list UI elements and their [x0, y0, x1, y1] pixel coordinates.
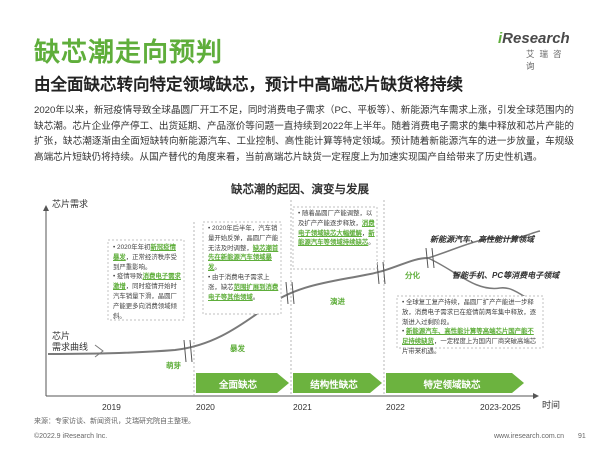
arrow-label-comprehensive: 全面缺芯	[218, 380, 257, 391]
logo-wordmark: iResearch	[498, 30, 570, 47]
note-2020-late: • 2020年后半年，汽车销量开始反弹，晶圆厂产能无法及时调整，缺芯潮首先在新能…	[208, 224, 280, 302]
note-box-2021	[292, 206, 378, 270]
arrow-label-specific: 特定领域缺芯	[423, 380, 481, 391]
note-box-2020-early	[107, 239, 185, 321]
intro-paragraph: 2020年以来，新冠疫情导致全球晶圆厂开工不足，同时消费电子需求（PC、平板等）…	[34, 105, 574, 163]
website-link[interactable]: www.iresearch.com.cn	[494, 433, 565, 440]
page-title: 缺芯潮走向预判	[34, 37, 224, 67]
note-2020-early-line1: • 2020年年初新冠疫情暴发，正常经济秩序受到严重影响。	[113, 244, 177, 271]
note-box-2020-late	[202, 221, 282, 315]
branch-label-consumer: 智能手机、PC等消费电子领域	[452, 271, 560, 280]
logo-subtitle: 艾瑞咨询	[526, 49, 567, 71]
stage-outbreak: 暴发	[230, 344, 245, 353]
stage-divergence: 分化	[405, 271, 420, 280]
stage-evolution: 演进	[330, 297, 345, 306]
note-2021: • 随着晶圆厂产能调整，以及扩产产能逐步释放，消费电子领域缺芯大幅缓解，新能源汽…	[298, 209, 375, 248]
copyright: ©2022.9 iResearch Inc.	[34, 433, 108, 440]
note-2022: • 全球复工复产持续，晶圆厂扩产产能进一步释放，消费电子需求已在疫情前两年集中释…	[402, 298, 540, 357]
arrow-label-structural: 结构性缺芯	[310, 380, 358, 391]
page-number: 91	[578, 433, 586, 440]
note-2020-late-line1: • 2020年后半年，汽车销量开始反弹，晶圆厂产能无法及时调整，缺芯潮首先在新能…	[208, 225, 279, 272]
iresearch-logo: iResearch 艾瑞咨询	[498, 30, 578, 71]
note-2020-early: • 2020年年初新冠疫情暴发，正常经济秩序受到严重影响。 • 疫情导致消费电子…	[113, 243, 181, 321]
diagram-title: 缺芯潮的起因、演变与发展	[231, 184, 369, 196]
curve-label: 芯片 需求曲线	[52, 331, 89, 352]
note-2021-line1: • 随着晶圆厂产能调整，以及扩产产能逐步释放，消费电子领域缺芯大幅缓解，新能源汽…	[298, 210, 375, 247]
note-2022-line1: • 全球复工复产持续，晶圆厂扩产产能进一步释放，消费电子需求已在疫情前两年集中释…	[402, 299, 537, 326]
y-axis-label: 芯片需求	[52, 199, 89, 209]
arrow-comprehensive	[196, 373, 289, 393]
year-2020: 2020	[196, 402, 215, 412]
source-note: 来源：专家访谈、新闻资讯，艾瑞研究院自主整理。	[34, 418, 195, 425]
year-2019: 2019	[102, 402, 121, 412]
note-2020-late-line2: • 由于消费电子需求上涨，缺芯范围扩展到消费电子等其他领域。	[208, 273, 279, 301]
year-2022: 2022	[386, 402, 405, 412]
arrow-structural	[293, 373, 382, 393]
arrow-specific	[386, 373, 524, 393]
year-2023-2025: 2023-2025	[480, 402, 521, 412]
year-2021: 2021	[293, 402, 312, 412]
branch-curve-upper	[427, 230, 541, 259]
stage-budding: 萌芽	[166, 361, 181, 370]
page-subtitle: 由全面缺芯转向特定领域缺芯，预计中高端芯片缺货将持续	[34, 76, 463, 94]
note-2022-line2: • 新能源汽车、高性能计算等高端芯片国产能不足持续缺货，一定程度上为国内厂商突破…	[402, 328, 537, 355]
x-axis-label: 时间	[542, 400, 561, 410]
note-box-2022	[396, 295, 544, 349]
note-2020-early-line2: • 疫情导致消费电子需求激增，同时疫情开始时汽车销量下滑，晶圆厂产能更多向消费领…	[113, 273, 181, 320]
branch-label-nev-hpc: 新能源汽车、高性能计算领域	[430, 235, 534, 244]
